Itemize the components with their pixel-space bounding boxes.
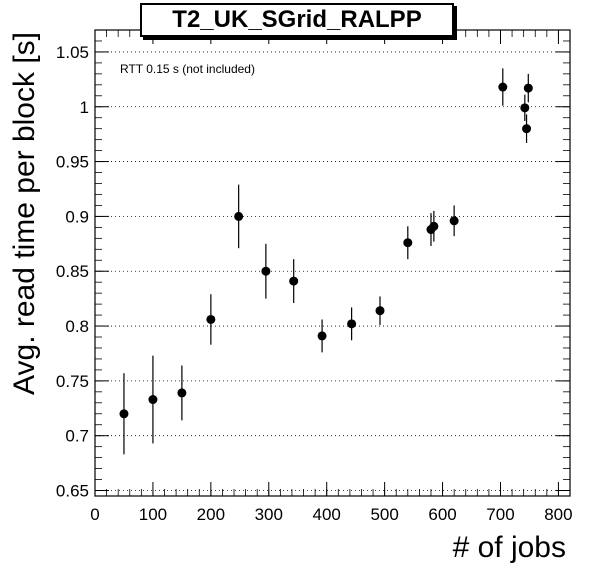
data-point-group bbox=[520, 94, 530, 122]
tick-labels: 0.65 0.7 0.75 0.8 0.85 0.9 0.95 1 1.05 0 100 200 300… bbox=[56, 43, 573, 524]
data-point-group bbox=[289, 259, 299, 304]
y-tick-label: 0.75 bbox=[56, 372, 89, 391]
data-point bbox=[119, 409, 129, 419]
y-tick-label: 1.05 bbox=[56, 43, 89, 62]
data-point bbox=[375, 306, 385, 316]
chart-annotation: RTT 0.15 s (not included) bbox=[120, 62, 255, 76]
data-point-group bbox=[375, 296, 385, 325]
data-point bbox=[177, 388, 187, 398]
data-point-group bbox=[429, 210, 439, 242]
y-tick-label: 0.65 bbox=[56, 482, 89, 501]
x-tick-label: 0 bbox=[90, 505, 99, 524]
x-tick-label: 300 bbox=[255, 505, 283, 524]
x-tick-label: 800 bbox=[544, 505, 572, 524]
y-tick-label: 0.95 bbox=[56, 153, 89, 172]
data-point-group bbox=[261, 243, 271, 299]
data-point bbox=[347, 319, 357, 329]
data-point bbox=[449, 216, 459, 226]
data-points bbox=[119, 68, 533, 455]
data-point-group bbox=[523, 73, 533, 103]
chart-title: T2_UK_SGrid_RALPP bbox=[172, 6, 422, 33]
data-point bbox=[148, 395, 158, 405]
y-tick-label: 0.9 bbox=[65, 207, 89, 226]
x-tick-label: 400 bbox=[313, 505, 341, 524]
data-point bbox=[206, 314, 216, 324]
data-point-group bbox=[177, 365, 187, 421]
data-point bbox=[403, 238, 413, 248]
x-tick-label: 700 bbox=[486, 505, 514, 524]
data-point-group bbox=[522, 114, 532, 143]
x-axis-title: # of jobs bbox=[453, 531, 566, 564]
y-tick-label: 0.7 bbox=[65, 427, 89, 446]
y-axis-title: Avg. read time per block [s] bbox=[8, 32, 41, 395]
data-point bbox=[289, 276, 299, 286]
data-point bbox=[498, 82, 508, 92]
data-point-group bbox=[449, 205, 459, 237]
data-point-group bbox=[347, 307, 357, 341]
data-point-group bbox=[206, 294, 216, 345]
x-tick-label: 100 bbox=[139, 505, 167, 524]
x-tick-label: 200 bbox=[197, 505, 225, 524]
data-point bbox=[429, 221, 439, 231]
data-point bbox=[261, 266, 271, 276]
data-point-group bbox=[119, 373, 129, 455]
chart-title-box: T2_UK_SGrid_RALPP bbox=[140, 3, 454, 37]
grid-lines bbox=[95, 51, 570, 491]
data-point bbox=[522, 124, 532, 134]
x-tick-label: 500 bbox=[370, 505, 398, 524]
axis-ticks bbox=[94, 29, 571, 496]
plot-frame bbox=[94, 29, 571, 497]
data-point bbox=[520, 103, 530, 113]
y-tick-label: 0.8 bbox=[65, 317, 89, 336]
data-point bbox=[523, 83, 533, 93]
data-point-group bbox=[148, 355, 158, 444]
x-tick-label: 600 bbox=[428, 505, 456, 524]
data-point-group bbox=[403, 226, 413, 260]
data-point-group bbox=[498, 68, 508, 106]
data-point bbox=[234, 211, 244, 221]
y-tick-label: 0.85 bbox=[56, 262, 89, 281]
y-tick-label: 1 bbox=[80, 98, 89, 117]
data-point-group bbox=[234, 184, 244, 249]
data-point-group bbox=[317, 319, 327, 353]
data-point bbox=[317, 331, 327, 341]
